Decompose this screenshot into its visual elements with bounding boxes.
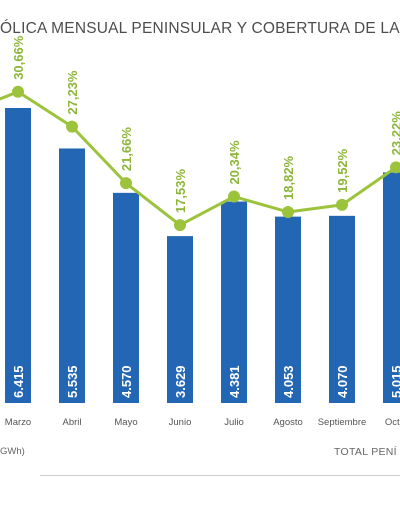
coverage-pct-label: 27,23% — [65, 70, 80, 115]
bar-value-label: 4.381 — [227, 365, 242, 398]
bar-septiembre — [329, 215, 355, 403]
x-tick-label: Julio — [224, 417, 244, 428]
coverage-point-septiembre — [336, 198, 348, 211]
bar-marzo — [5, 108, 31, 403]
x-tick-label: Mayo — [114, 417, 137, 428]
coverage-point-abril — [66, 120, 78, 133]
axis-unit-label: GWh) — [0, 446, 25, 457]
bar-value-label: 6.415 — [11, 365, 26, 398]
x-tick-label: Junio — [169, 417, 192, 428]
coverage-point-junio — [174, 219, 186, 232]
coverage-point-octubre — [390, 161, 400, 174]
coverage-point-julio — [228, 190, 240, 203]
bar-julio — [221, 201, 247, 403]
x-tick-label: Septiembre — [318, 417, 367, 428]
footer-divider — [40, 475, 400, 476]
chart-title: ÓLICA MENSUAL PENINSULAR Y COBERTURA DE … — [0, 20, 400, 37]
bar-junio — [167, 236, 193, 403]
coverage-point-mayo — [120, 177, 132, 190]
x-tick-label: Agosto — [273, 417, 303, 428]
x-tick-label: Marzo — [5, 417, 31, 428]
coverage-point-marzo — [12, 85, 24, 98]
bar-mayo — [113, 192, 139, 403]
bar-value-label: 4.070 — [335, 365, 350, 398]
bar-abril — [59, 148, 85, 403]
bar-value-label: 5.015 — [389, 365, 400, 398]
coverage-pct-label: 19,52% — [335, 148, 350, 193]
bar-agosto — [275, 216, 301, 403]
coverage-pct-label: 21,66% — [119, 127, 134, 172]
coverage-point-agosto — [282, 205, 294, 218]
coverage-pct-label: 23,22% — [389, 111, 400, 156]
coverage-pct-label: 20,34% — [227, 140, 242, 185]
coverage-pct-label: 17,53% — [173, 169, 188, 214]
x-tick-label: Octul — [385, 417, 400, 428]
coverage-pct-label: 18,82% — [281, 155, 296, 200]
bar-octubre — [383, 172, 400, 403]
bar-value-label: 5.535 — [65, 365, 80, 398]
x-tick-label: Abril — [62, 417, 81, 428]
coverage-line — [0, 90, 400, 227]
bar-value-label: 3.629 — [173, 365, 188, 398]
coverage-pct-label: 30,66% — [11, 35, 26, 80]
total-peninsular-label: TOTAL PENÍ — [334, 446, 397, 458]
bar-value-label: 4.570 — [119, 365, 134, 398]
bar-value-label: 4.053 — [281, 365, 296, 398]
